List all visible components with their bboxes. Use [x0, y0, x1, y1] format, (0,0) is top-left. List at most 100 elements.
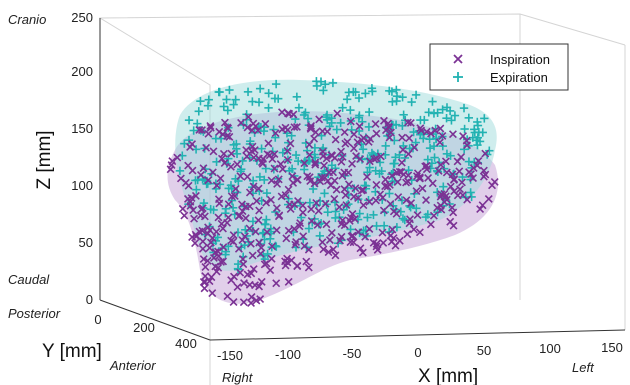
- inspiration-point: [353, 138, 362, 147]
- expiration-point: [255, 172, 265, 182]
- expiration-point: [316, 77, 326, 86]
- left-label: Left: [572, 360, 595, 375]
- expiration-point: [266, 224, 275, 233]
- expiration-point: [243, 87, 253, 97]
- inspiration-point: [282, 234, 291, 243]
- inspiration-point: [293, 122, 301, 131]
- expiration-point: [331, 207, 340, 216]
- inspiration-point: [404, 150, 413, 158]
- expiration-point: [424, 108, 433, 117]
- inspiration-point: [355, 122, 364, 131]
- inspiration-point: [248, 142, 257, 151]
- expiration-point: [399, 110, 408, 119]
- inspiration-point: [372, 129, 381, 138]
- inspiration-point: [212, 181, 221, 190]
- expiration-point: [193, 119, 202, 128]
- inspiration-point: [389, 207, 398, 216]
- inspiration-point: [273, 180, 282, 188]
- inspiration-point: [252, 197, 261, 205]
- inspiration-point: [371, 120, 380, 128]
- legend-marker-inspiration: [453, 54, 463, 64]
- inspiration-point: [436, 160, 445, 169]
- z-ticks: 0 50 100 150 200 250: [71, 10, 93, 307]
- inspiration-point: [327, 228, 336, 237]
- inspiration-point: [233, 283, 242, 292]
- expiration-point: [459, 103, 469, 113]
- expiration-point: [175, 166, 185, 176]
- inspiration-point: [268, 155, 277, 164]
- expiration-point: [464, 157, 474, 166]
- expiration-point: [305, 198, 315, 207]
- inspiration-point: [283, 147, 292, 155]
- inspiration-points: [166, 108, 499, 308]
- expiration-point: [355, 209, 364, 218]
- inspiration-point: [344, 180, 353, 189]
- inspiration-point: [438, 131, 447, 140]
- inspiration-point: [457, 178, 466, 187]
- inspiration-point: [229, 237, 238, 246]
- expiration-point: [293, 156, 303, 166]
- inspiration-point: [344, 168, 353, 177]
- expiration-point: [371, 166, 380, 175]
- inspiration-point: [247, 269, 256, 278]
- y-axis-line: [99, 299, 211, 341]
- inspiration-point: [217, 257, 225, 266]
- inspiration-point: [224, 200, 233, 209]
- inspiration-point: [219, 224, 227, 233]
- expiration-point: [433, 207, 442, 217]
- inspiration-point: [278, 165, 287, 174]
- inspiration-point: [173, 153, 182, 162]
- expiration-point: [221, 209, 230, 218]
- expiration-point: [223, 106, 232, 115]
- expiration-point: [423, 210, 433, 219]
- inspiration-point: [276, 160, 285, 169]
- inspiration-point: [237, 118, 246, 127]
- inspiration-point: [324, 248, 333, 257]
- expiration-point: [388, 97, 397, 106]
- z-tick-label: 250: [71, 10, 93, 25]
- inspiration-point: [359, 201, 368, 210]
- inspiration-point: [289, 110, 298, 119]
- inspiration-point: [365, 197, 374, 206]
- expiration-point: [203, 101, 213, 110]
- inspiration-point: [484, 194, 493, 203]
- inspiration-point: [331, 251, 340, 260]
- inspiration-point: [266, 195, 275, 204]
- inspiration-point: [341, 139, 350, 148]
- expiration-point: [363, 213, 372, 222]
- inspiration-point: [406, 118, 415, 127]
- inspiration-point: [199, 278, 208, 286]
- inspiration-point: [397, 168, 406, 176]
- expiration-point: [263, 249, 272, 259]
- expiration-point: [321, 80, 330, 89]
- inspiration-point: [335, 203, 344, 212]
- inspiration-point: [268, 242, 277, 251]
- inspiration-point: [315, 115, 324, 124]
- inspiration-point: [281, 261, 290, 270]
- expiration-point: [412, 204, 421, 213]
- inspiration-point: [305, 150, 314, 159]
- inspiration-point: [291, 240, 300, 249]
- inspiration-point: [412, 187, 421, 195]
- inspiration-point: [449, 208, 458, 217]
- inspiration-point: [214, 263, 223, 272]
- inspiration-point: [398, 133, 407, 142]
- expiration-point: [442, 149, 452, 159]
- inspiration-point: [220, 159, 229, 167]
- expiration-point: [228, 203, 238, 213]
- caudal-label: Caudal: [8, 272, 50, 287]
- x-tick-label: -150: [217, 348, 243, 363]
- expiration-point: [310, 150, 319, 159]
- inspiration-point: [354, 228, 363, 237]
- inspiration-point: [488, 181, 497, 190]
- inspiration-point: [394, 193, 403, 202]
- inspiration-point: [270, 164, 279, 173]
- z-tick-label: 50: [79, 235, 93, 250]
- inspiration-point: [224, 124, 233, 133]
- expiration-point: [398, 214, 408, 223]
- expiration-point: [194, 107, 203, 116]
- inspiration-point: [347, 232, 356, 241]
- expiration-point: [214, 87, 223, 97]
- expiration-point: [308, 184, 318, 194]
- expiration-point: [342, 95, 352, 104]
